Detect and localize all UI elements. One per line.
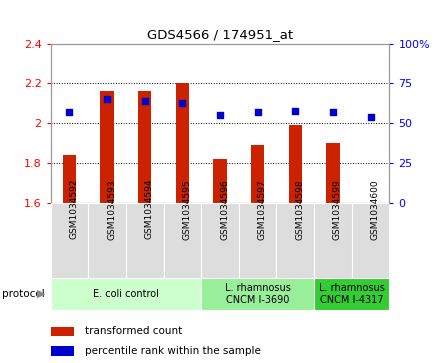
Text: GSM1034594: GSM1034594 <box>145 179 154 240</box>
Bar <box>138 91 151 203</box>
Bar <box>88 203 126 278</box>
Bar <box>251 146 264 203</box>
Point <box>103 97 110 102</box>
Text: ▶: ▶ <box>37 289 45 299</box>
Bar <box>201 203 239 278</box>
Text: GSM1034592: GSM1034592 <box>70 179 78 240</box>
Text: GSM1034597: GSM1034597 <box>258 179 267 240</box>
Point <box>330 109 337 115</box>
Text: L. rhamnosus
CNCM I-4317: L. rhamnosus CNCM I-4317 <box>319 283 385 305</box>
Bar <box>51 278 201 310</box>
Text: GSM1034598: GSM1034598 <box>295 179 304 240</box>
Bar <box>352 203 389 278</box>
Bar <box>314 278 389 310</box>
Text: GSM1034595: GSM1034595 <box>182 179 191 240</box>
Point <box>367 114 374 120</box>
Bar <box>326 143 340 203</box>
Bar <box>289 126 302 203</box>
Title: GDS4566 / 174951_at: GDS4566 / 174951_at <box>147 28 293 41</box>
Bar <box>51 327 74 336</box>
Point <box>292 108 299 114</box>
Bar <box>314 203 352 278</box>
Text: percentile rank within the sample: percentile rank within the sample <box>85 346 261 356</box>
Bar <box>239 203 276 278</box>
Bar <box>201 278 314 310</box>
Text: L. rhamnosus
CNCM I-3690: L. rhamnosus CNCM I-3690 <box>225 283 290 305</box>
Text: protocol: protocol <box>2 289 45 299</box>
Point <box>66 109 73 115</box>
Text: E. coli control: E. coli control <box>93 289 159 299</box>
Text: GSM1034599: GSM1034599 <box>333 179 342 240</box>
Text: GSM1034600: GSM1034600 <box>370 179 380 240</box>
Bar <box>276 203 314 278</box>
Point <box>141 98 148 104</box>
Bar <box>164 203 201 278</box>
Bar <box>63 155 76 203</box>
Bar <box>176 83 189 203</box>
Point <box>179 100 186 106</box>
Point <box>216 113 224 118</box>
Text: transformed count: transformed count <box>85 326 183 337</box>
Bar <box>100 91 114 203</box>
Text: GSM1034593: GSM1034593 <box>107 179 116 240</box>
Bar <box>51 203 88 278</box>
Text: GSM1034596: GSM1034596 <box>220 179 229 240</box>
Bar <box>51 346 74 356</box>
Bar <box>213 159 227 203</box>
Bar <box>126 203 164 278</box>
Point <box>254 109 261 115</box>
